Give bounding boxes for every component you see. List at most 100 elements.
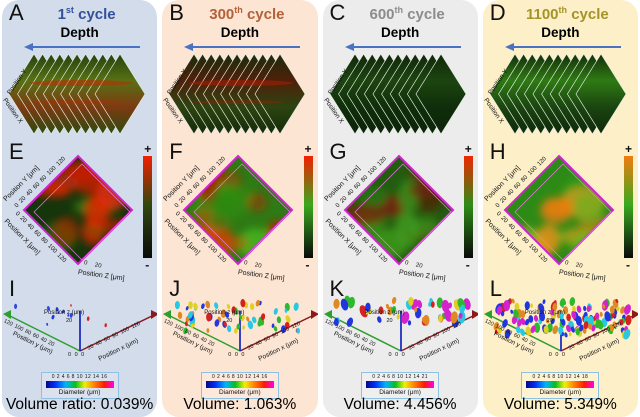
panel-letter: C: [329, 0, 346, 25]
diameter-legend: 0 2 4 6 8 10 12 14 21 Diameter (μm): [361, 372, 440, 399]
volume-ratio-text: Volume ratio: 0.039%: [5, 396, 154, 413]
panel-letter: G: [329, 139, 347, 164]
intensity-colorbar: [303, 156, 313, 258]
cycle-card: A 1st cycle Depth Position Y Position X …: [2, 0, 158, 417]
cycle-ordinal-suffix: th: [558, 5, 568, 15]
depth-label: Depth: [541, 25, 580, 40]
depth-stack-image: [8, 53, 146, 135]
diameter-label: Diameter (μm): [379, 389, 421, 396]
depth-arrow-icon: [184, 42, 301, 51]
scatter-plot-image: [483, 297, 638, 352]
diameter-legend: 0 2 4 6 8 10 12 14 18 Diameter (μm): [521, 372, 600, 399]
diameter-gradient-bar: [366, 381, 435, 388]
scatter-origin-label: 0 0 0: [228, 352, 245, 358]
depth-label: Depth: [60, 25, 99, 40]
cycle-ordinal-suffix: th: [394, 5, 404, 15]
diameter-gradient-bar: [45, 381, 114, 388]
volume-ratio-text: Volume: 5.349%: [503, 396, 617, 413]
cycle-word: cycle: [567, 6, 609, 23]
particle-scatter-panel: I 120 100 80 60 40 20 Position y (μm) 20…: [2, 276, 158, 417]
cycle-word: cycle: [73, 6, 116, 23]
scatter-z-tick: 20: [66, 318, 73, 324]
cycle-card: D 1100th cycle Depth Position Y Position…: [482, 0, 638, 417]
volume-ratio-text: Volume: 1.063%: [183, 396, 297, 413]
panel-letter: J: [169, 276, 181, 301]
panel-letter: A: [9, 0, 24, 25]
colorbar-plus-label: +: [624, 142, 632, 156]
depth-arrow-icon: [344, 42, 461, 51]
diameter-label: Diameter (μm): [539, 389, 582, 396]
depth-arrow-icon: [24, 42, 140, 51]
cycle-ordinal-suffix: st: [65, 5, 74, 15]
depth-stack-panel: B 300th cycle Depth Position Y Position …: [162, 0, 317, 140]
depth-stack-panel: C 600th cycle Depth Position Y Position …: [323, 0, 478, 140]
depth-stack-image: [168, 53, 306, 135]
diameter-gradient-bar: [526, 381, 595, 388]
diameter-legend: 0 2 4 6 8 10 12 14 16 Diameter (μm): [200, 372, 279, 399]
cycle-title: 300th cycle: [176, 5, 317, 23]
diameter-gradient-bar: [205, 381, 274, 388]
confocal-cube-image: [503, 154, 615, 266]
confocal-cube-image: [343, 154, 454, 266]
cycle-word: cycle: [403, 6, 445, 23]
confocal-cube-image: [22, 154, 134, 266]
cycle-number: 1: [57, 6, 66, 23]
cycle-title: 1st cycle: [16, 5, 157, 23]
panel-letter: L: [489, 276, 502, 301]
scatter-z-axis-label: Position z (μm): [364, 310, 405, 316]
confocal-volume-panel: F 0 20 40 60 80 100 120 Position Y [μm] …: [162, 139, 317, 282]
cycle-title: 600th cycle: [337, 5, 478, 23]
diameter-label: Diameter (μm): [219, 389, 261, 396]
panel-letter: H: [489, 139, 506, 164]
panel-letter: I: [9, 276, 16, 301]
cycle-word: cycle: [242, 6, 285, 23]
panel-letter: F: [169, 139, 183, 164]
depth-stack-image: [489, 53, 627, 135]
depth-label: Depth: [381, 25, 420, 40]
cycle-card: C 600th cycle Depth Position Y Position …: [322, 0, 478, 417]
confocal-volume-panel: G 0 20 40 60 80 100 120 Position Y [μm] …: [323, 139, 478, 282]
scatter-plot-image: [163, 299, 318, 352]
cycle-number: 600: [369, 6, 395, 23]
particle-scatter-panel: L 120 100 80 60 40 20 Position y (μm) 20…: [483, 277, 638, 417]
volume-ratio-text: Volume: 4.456%: [343, 396, 457, 413]
intensity-colorbar: [463, 156, 473, 258]
confocal-volume-panel: H 0 20 40 60 80 100 120 Position Y [μm] …: [483, 139, 638, 282]
diameter-ticks: 0 2 4 6 8 10 12 14 18: [532, 374, 589, 380]
scatter-z-axis-label: Position z (μm): [44, 310, 85, 316]
depth-label: Depth: [220, 25, 259, 40]
intensity-colorbar: [624, 156, 633, 258]
depth-arrow-icon: [504, 42, 621, 51]
diameter-label: Diameter (μm): [58, 389, 101, 396]
colorbar-plus-label: +: [464, 142, 472, 156]
scatter-origin-label: 0 0 0: [548, 352, 565, 358]
diameter-legend: 0 2 4 6 8 10 12 14 16 Diameter (μm): [40, 372, 119, 399]
cycle-card: B 300th cycle Depth Position Y Position …: [162, 0, 318, 417]
panel-letter: D: [489, 0, 506, 25]
panel-letter: B: [169, 0, 184, 25]
particle-scatter-panel: K 120 100 80 60 40 20 Position y (μm) 20…: [323, 277, 478, 417]
intensity-colorbar: [143, 156, 153, 258]
scatter-z-tick: 20: [226, 318, 233, 324]
diameter-ticks: 0 2 4 6 8 10 12 14 16: [212, 374, 268, 380]
depth-stack-image: [329, 53, 466, 135]
panel-letter: E: [9, 139, 24, 164]
scatter-z-axis-label: Position z (μm): [204, 310, 245, 316]
colorbar-minus-label: -: [305, 258, 310, 272]
panel-letter: K: [329, 276, 345, 301]
cycle-ordinal-suffix: th: [234, 5, 243, 15]
cycle-number: 300: [209, 6, 235, 23]
scatter-z-tick: 20: [546, 318, 553, 324]
colorbar-plus-label: +: [304, 142, 312, 156]
confocal-volume-panel: E 0 20 40 60 80 100 120 Position Y [μm] …: [2, 139, 157, 282]
depth-stack-panel: A 1st cycle Depth Position Y Position X: [2, 0, 157, 140]
cycle-title: 1100th cycle: [497, 5, 638, 23]
cycle-number: 1100: [525, 6, 559, 23]
scatter-origin-label: 0 0 0: [68, 352, 85, 358]
confocal-cube-image: [182, 154, 294, 266]
diameter-ticks: 0 2 4 6 8 10 12 14 21: [372, 374, 428, 380]
colorbar-plus-label: +: [144, 142, 152, 156]
colorbar-minus-label: -: [465, 258, 470, 272]
scatter-plot-image: [323, 295, 478, 352]
scatter-origin-label: 0 0 0: [388, 352, 405, 358]
